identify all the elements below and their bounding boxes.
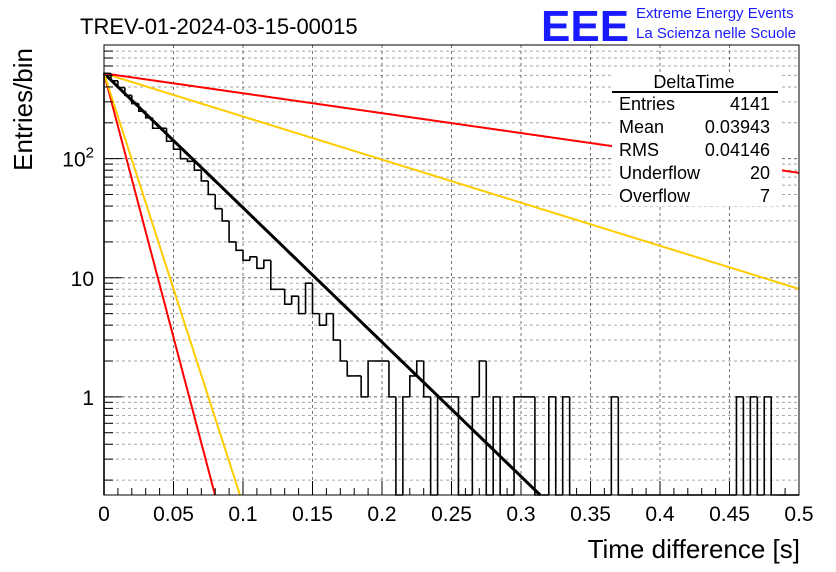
x-tick-label: 0.1: [228, 503, 257, 526]
histogram-bin: [332, 313, 341, 341]
x-tick-label: 0.25: [431, 503, 472, 526]
histogram-bin: [409, 375, 417, 397]
logo-text: EEE: [541, 2, 629, 51]
x-axis-label: Time difference [s]: [588, 534, 800, 564]
stats-row-entries: Entries 4141: [619, 94, 770, 114]
histogram-bin: [221, 208, 230, 222]
histogram-bin: [763, 396, 772, 495]
histogram-bin: [325, 312, 334, 326]
histogram-bin: [471, 396, 480, 495]
histogram-bin: [131, 95, 139, 105]
stats-label: Underflow: [619, 163, 701, 183]
stats-value: 0.03943: [705, 117, 770, 137]
histogram-bin: [165, 128, 174, 143]
histogram-bin: [311, 283, 320, 315]
stats-value: 4141: [730, 94, 770, 114]
histogram-bin: [242, 250, 250, 262]
x-tick-label: 0: [98, 503, 110, 526]
histogram-bin: [124, 87, 132, 97]
stats-label: Mean: [619, 117, 664, 137]
fit-curves: [102, 72, 800, 497]
stats-row-mean: Mean 0.03943: [619, 117, 770, 137]
stats-value: 20: [750, 163, 770, 183]
stats-row-rms: RMS 0.04146: [619, 140, 770, 160]
y-tick-label: 1: [82, 387, 94, 410]
fit-curve-2: [103, 73, 241, 496]
histogram-bin: [513, 396, 521, 495]
histogram-bin: [339, 340, 348, 362]
axes: 0 0.05 0.1 0.15 0.2 0.25 0.3 0.35 0.4 0.45 0.5 1 10 1…: [62, 44, 814, 526]
histogram-bin: [735, 396, 744, 495]
histogram-bin: [186, 158, 195, 163]
histogram-bin: [478, 360, 487, 397]
fit-curve-0: [102, 72, 542, 497]
y-axis-label: Entries/bin: [8, 48, 38, 171]
stats-label: Overflow: [619, 186, 691, 206]
histogram-bin: [346, 361, 355, 377]
histogram-bin: [270, 260, 278, 291]
stats-label: RMS: [619, 140, 659, 160]
histogram-bin: [103, 72, 111, 495]
histogram-bin: [117, 80, 125, 89]
histogram-bin: [318, 313, 327, 326]
histogram-bin: [235, 241, 243, 252]
stats-label: Entries: [619, 94, 675, 114]
histogram-bin: [179, 149, 188, 160]
histogram-bin: [548, 396, 556, 495]
histogram-bin: [422, 361, 431, 398]
brand-line-1: Extreme Energy Events: [636, 5, 794, 22]
histogram-bin: [290, 295, 299, 305]
run-title: TREV-01-2024-03-15-00015: [80, 14, 358, 39]
stats-row-overflow: Overflow 7: [619, 186, 770, 206]
histogram-bin: [367, 360, 376, 397]
x-tick-label: 0.4: [645, 503, 675, 526]
fit-curve-1: [103, 73, 216, 496]
histogram-bin: [388, 361, 396, 398]
x-tick-label: 0.2: [367, 503, 396, 526]
histogram-bin: [402, 396, 410, 495]
histogram-bin: [360, 375, 369, 398]
x-tick-label: 0.35: [570, 503, 611, 526]
x-tick-label: 0.45: [709, 503, 750, 526]
histogram-bin: [193, 161, 202, 171]
stats-value: 0.04146: [705, 140, 770, 160]
x-tick-label: 0.15: [292, 503, 333, 526]
histogram-bin: [144, 111, 153, 119]
x-tick-label: 0.5: [784, 503, 813, 526]
stats-row-underflow: Underflow 20: [619, 163, 770, 183]
histogram-bin: [137, 103, 146, 113]
histogram-bin: [436, 396, 445, 495]
histogram-bin: [485, 361, 494, 496]
stats-box-name: DeltaTime: [653, 72, 734, 92]
histogram-bin: [172, 141, 181, 151]
stats-box: DeltaTime Entries 4141 Mean 0.03943 RMS …: [612, 72, 782, 206]
eee-logo: EEE Extreme Energy Events La Scienza nel…: [541, 2, 796, 51]
histogram-bin: [207, 180, 216, 196]
histogram-bin: [749, 396, 758, 495]
histogram-bin: [561, 396, 570, 495]
histogram-bin: [200, 170, 209, 182]
histogram-bin: [610, 396, 619, 495]
stats-box-background: [612, 72, 782, 206]
histogram-bin: [415, 360, 424, 376]
histogram-bin: [492, 396, 501, 495]
histogram-bin: [228, 220, 237, 243]
histogram-bin: [249, 255, 257, 261]
brand-line-2: La Scienza nelle Scuole: [636, 25, 796, 42]
histogram-bin: [283, 289, 292, 305]
stats-value: 7: [760, 186, 770, 206]
histogram-bin: [151, 117, 160, 130]
y-tick-label: 10: [71, 268, 94, 291]
histogram-bin: [304, 282, 313, 314]
histogram-bin: [214, 194, 223, 210]
x-tick-label: 0.05: [153, 503, 194, 526]
histogram-bin: [256, 256, 264, 270]
histogram-bin: [297, 296, 306, 315]
histogram-bin: [263, 259, 271, 269]
x-tick-label: 0.3: [506, 503, 535, 526]
fit-curve-3: [103, 72, 800, 290]
y-tick-label: 102: [62, 145, 94, 172]
